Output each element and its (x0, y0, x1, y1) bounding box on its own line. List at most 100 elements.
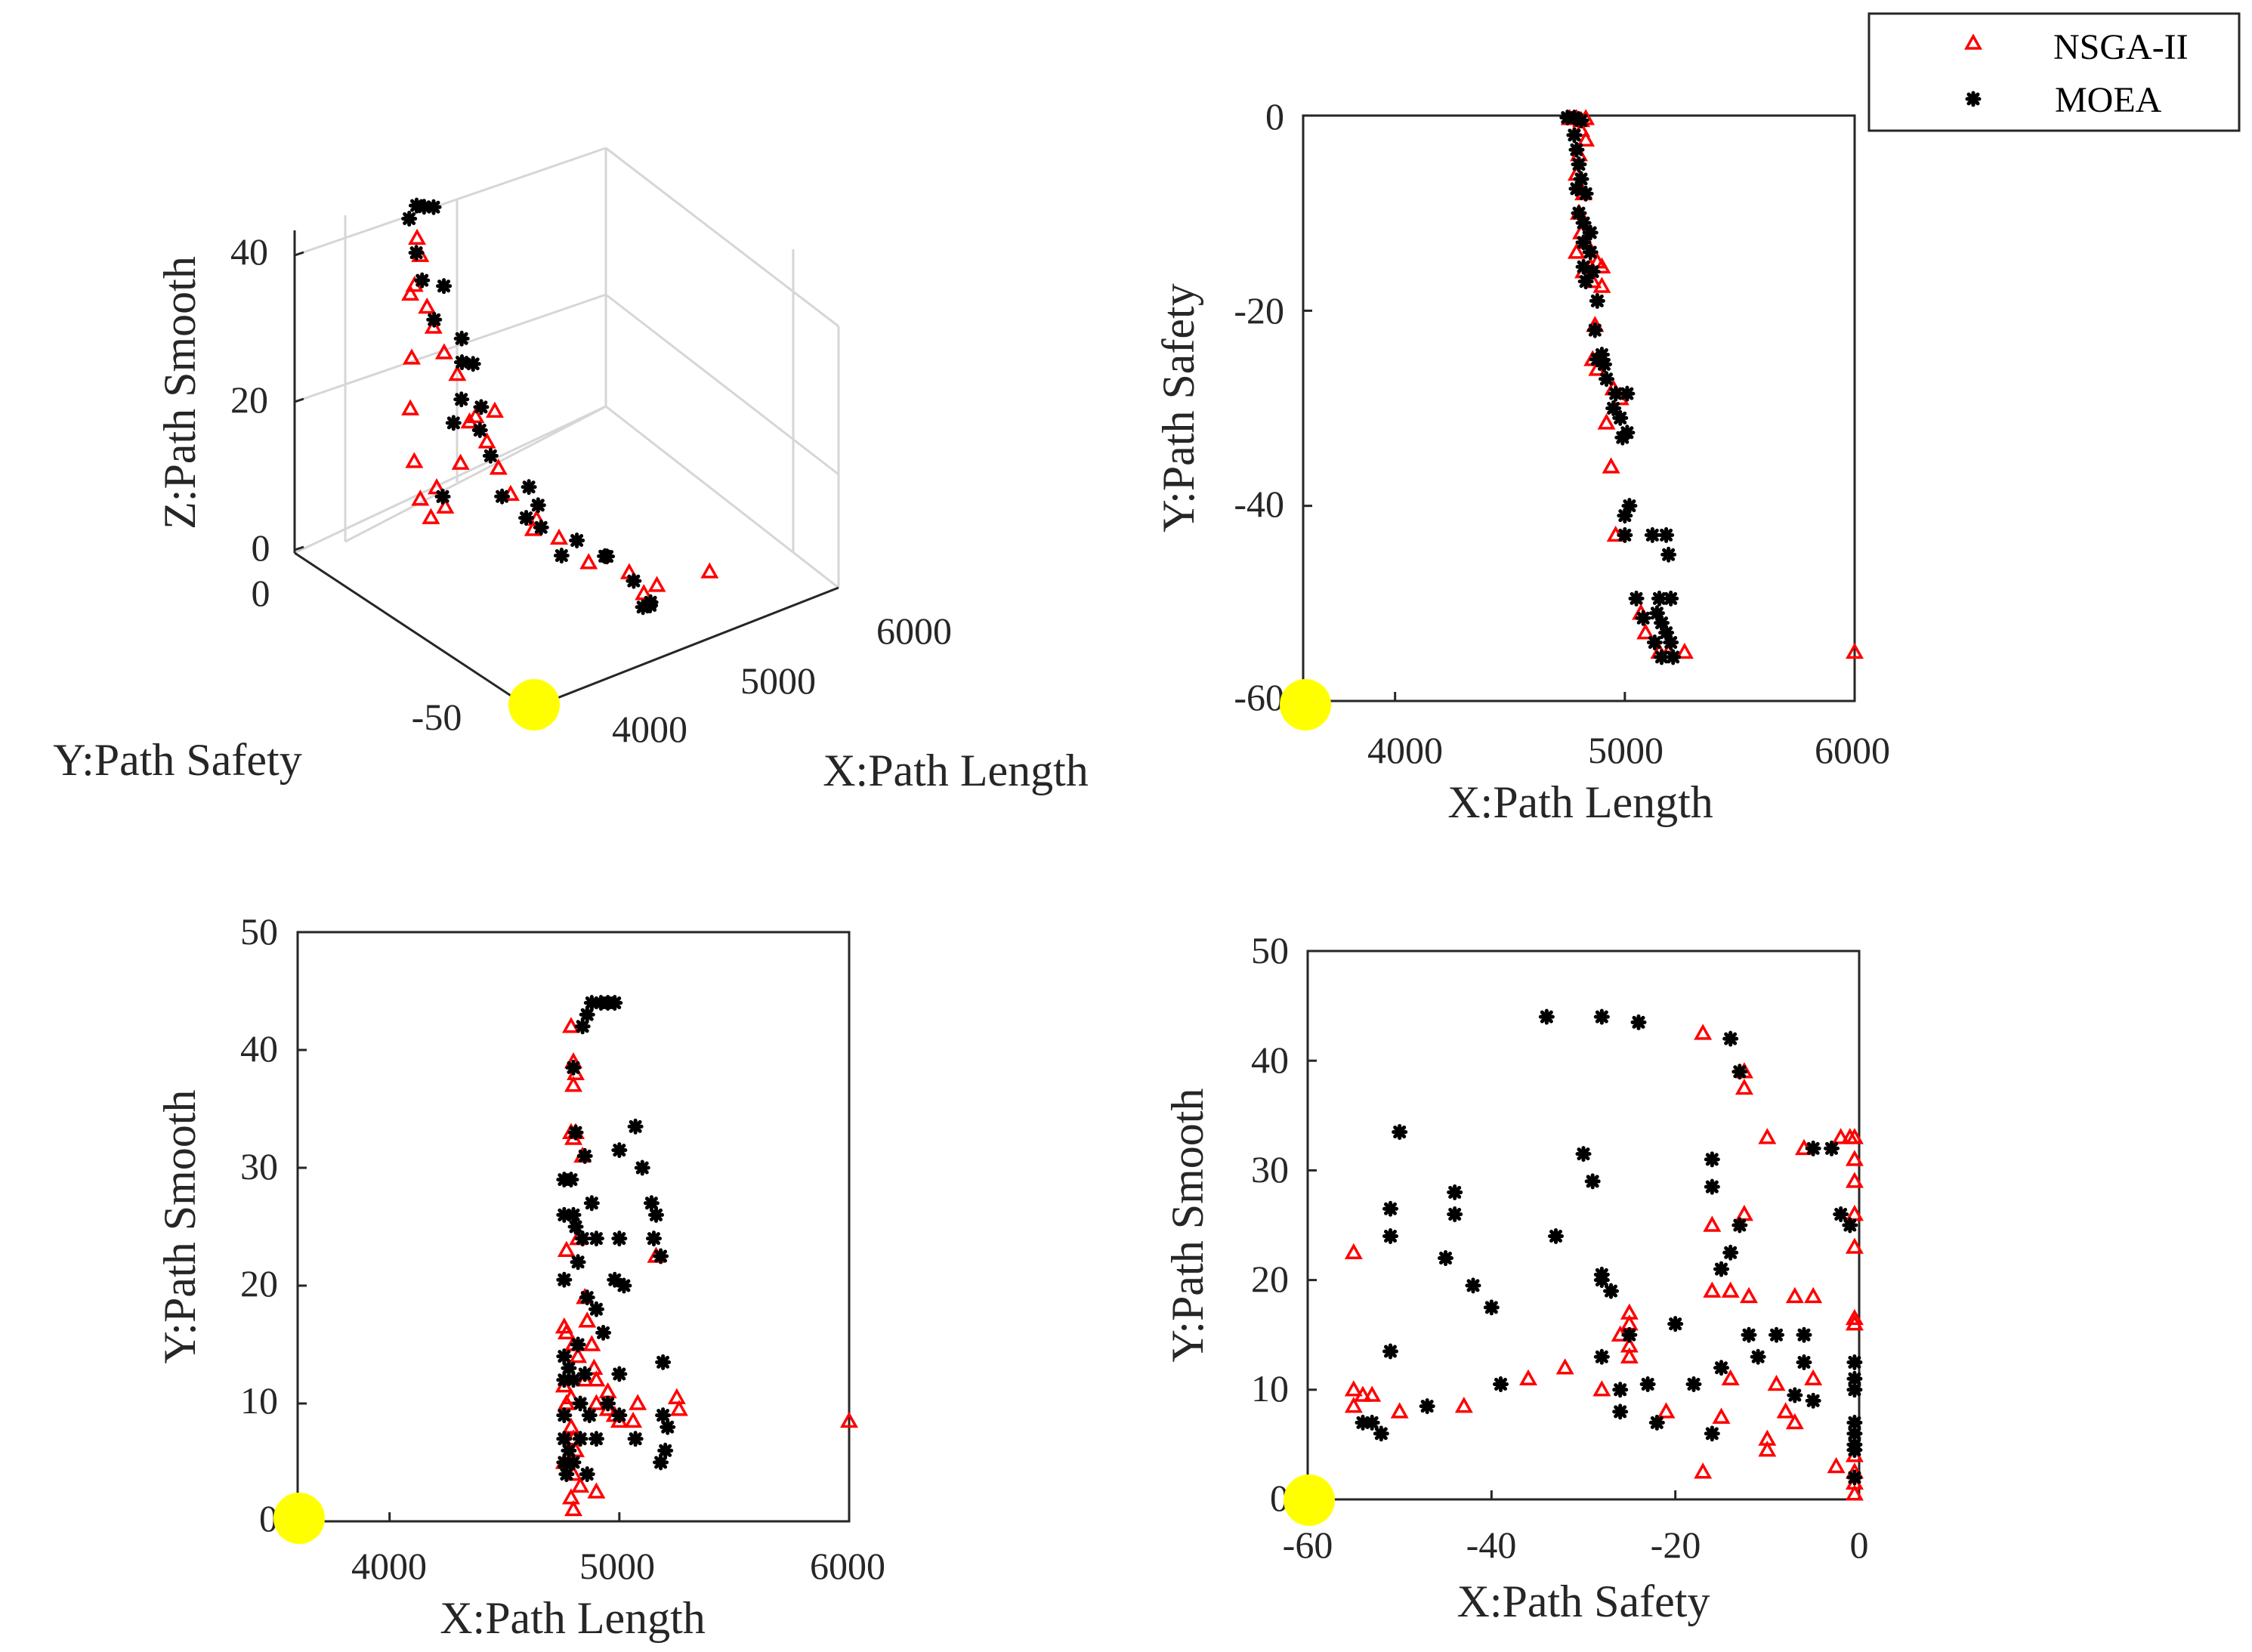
nsga-point (424, 317, 443, 334)
moea-point (569, 532, 585, 548)
moea-point (1589, 292, 1605, 309)
moea-point (494, 488, 511, 505)
nsga-point (1846, 642, 1864, 659)
moea-point (533, 519, 549, 536)
moea-point (611, 1407, 628, 1424)
moea-point (556, 1454, 573, 1471)
nsga-point (587, 1370, 606, 1387)
nsga-point (624, 1411, 643, 1428)
moea-point (653, 1248, 669, 1264)
plot-frame (1306, 950, 1861, 1501)
moea-point (1382, 1200, 1398, 1217)
nsga-point (1344, 1397, 1363, 1413)
ticks-3d (294, 251, 304, 551)
moea-point (1382, 1228, 1398, 1245)
z-axis-label: Z:Path Smooth (155, 256, 205, 530)
moea-point (1663, 590, 1679, 607)
moea-point (1750, 1348, 1766, 1365)
plot-frame (1302, 114, 1856, 702)
moea-point (1769, 1326, 1784, 1343)
moea-point (465, 356, 481, 372)
x-axis-label: X:Path Length (1447, 777, 1713, 827)
moea-point (565, 1454, 582, 1471)
moea-point (1614, 429, 1631, 446)
nsga-point (1657, 1402, 1676, 1419)
moea-point (445, 415, 462, 431)
y-tick-30: 30 (1251, 1148, 1289, 1190)
y-tick-10: 10 (1251, 1367, 1289, 1410)
nsga-point (1845, 1128, 1864, 1144)
y-tick-50: 50 (240, 910, 278, 953)
z-tick-0: 0 (252, 526, 270, 569)
nsga-point (1454, 1397, 1473, 1413)
x-tick-6000: 6000 (876, 610, 952, 652)
moea-point (1575, 215, 1592, 231)
nsga-point (1735, 1078, 1753, 1095)
nsga-point (1767, 1374, 1786, 1391)
nsga-point (408, 228, 427, 245)
x-axis-label: X:Path Safety (1457, 1576, 1710, 1626)
moea-point (1593, 1008, 1610, 1025)
nsga-point (477, 432, 496, 449)
moea-point (1603, 1283, 1619, 1299)
x-tick-neg60: -60 (1283, 1524, 1333, 1566)
x-tick-6000: 6000 (810, 1545, 885, 1587)
nsga-point (1831, 1128, 1850, 1144)
nsga-point (405, 452, 424, 468)
moea-point (1612, 1403, 1629, 1420)
moea-point (426, 311, 443, 328)
y-tick-10: 10 (240, 1379, 278, 1422)
moea-point (583, 1195, 600, 1212)
nsga-point (1620, 1347, 1639, 1363)
nsga-point (1845, 1237, 1864, 1254)
moea-point (1568, 141, 1585, 158)
x-tick-0: 0 (1850, 1524, 1869, 1566)
moea-point (1621, 1326, 1638, 1343)
y-tick-30: 30 (240, 1145, 278, 1187)
moea-point (1842, 1217, 1858, 1234)
moea-point (1593, 1266, 1610, 1283)
moea-point (643, 1195, 660, 1212)
moea-point (561, 1442, 577, 1459)
nsga-point (840, 1411, 858, 1428)
nsga-point (557, 1323, 576, 1340)
grid-3d (293, 147, 840, 589)
nsga-point (587, 1482, 606, 1499)
moea-point (471, 422, 488, 439)
y-tick-20: 20 (240, 1262, 278, 1305)
x-tick-5000: 5000 (579, 1545, 655, 1587)
nsga-point (585, 1358, 604, 1375)
moea-point (574, 1018, 591, 1035)
nsga-point (402, 348, 421, 365)
moea-point (565, 1059, 582, 1076)
moea-point (1846, 1442, 1863, 1459)
moea-point (1658, 526, 1675, 543)
moea-point (570, 1254, 586, 1271)
moea-point (556, 1372, 573, 1388)
moea-point (572, 1431, 588, 1447)
nsga-point (1344, 1380, 1363, 1397)
legend: NSGA-II MOEA (1867, 12, 2241, 132)
ticks (1306, 950, 1861, 1501)
moea-point (1805, 1392, 1821, 1409)
nsga-point (1845, 1172, 1864, 1188)
moea-point (581, 1407, 598, 1424)
marks (555, 995, 858, 1517)
moea-point (453, 330, 470, 347)
moea-point (1628, 590, 1645, 607)
nsga-point (1694, 1024, 1713, 1040)
nsga-point (1785, 1413, 1804, 1430)
moea-point (570, 1336, 586, 1353)
moea-point (408, 245, 425, 261)
moea-point (556, 1431, 573, 1447)
nsga-point (1785, 1286, 1804, 1304)
highlight-marker (1280, 679, 1331, 730)
nsga-point (466, 406, 485, 424)
moea-point (1566, 127, 1583, 144)
nsga-point (1845, 1308, 1864, 1326)
moea-point (1704, 1151, 1720, 1168)
panel-length-vs-safety: 4000 5000 6000 0 -20 -40 -60 X:Path Leng… (1154, 95, 1890, 827)
moea-point (1639, 1376, 1656, 1393)
marks (1344, 1008, 1864, 1501)
moea-point (595, 1324, 612, 1341)
